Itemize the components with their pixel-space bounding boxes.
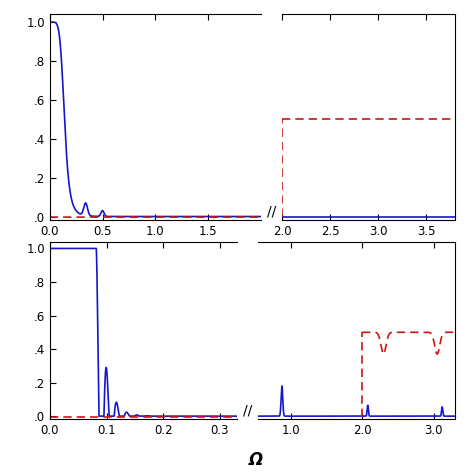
Text: //: // xyxy=(267,204,276,218)
Text: //: // xyxy=(243,403,252,417)
Text: Ω: Ω xyxy=(249,451,263,469)
